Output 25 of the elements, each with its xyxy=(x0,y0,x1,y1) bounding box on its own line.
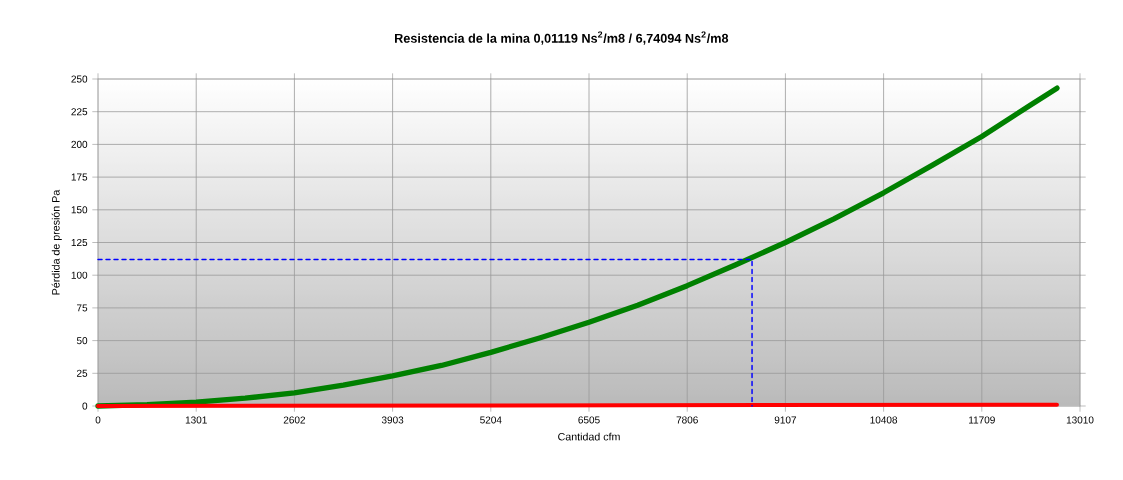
x-tick-label: 11709 xyxy=(969,416,995,424)
x-axis-title: Cantidad cfm xyxy=(558,432,620,441)
y-tick-label: 200 xyxy=(71,140,88,148)
x-tick-label: 10408 xyxy=(870,416,898,424)
x-tick-label: 7806 xyxy=(676,416,698,424)
y-tick-label: 150 xyxy=(71,206,88,214)
x-tick-label: 5204 xyxy=(480,416,502,424)
chart-title: Resistencia de la mina 0,01119 Ns$^{2}$/m8 / 6,74094 Ns$^{2}$/m8 xyxy=(395,31,729,45)
y-tick-label: 75 xyxy=(77,304,88,312)
x-tick-label: 9107 xyxy=(774,416,797,424)
y-tick-label: 125 xyxy=(71,238,88,247)
x-tick-label: 13010 xyxy=(1066,416,1094,424)
y-axis-title: Pérdida de presión Pa xyxy=(51,189,62,295)
y-tick-label: 50 xyxy=(76,337,88,345)
y-tick-label: 0 xyxy=(82,402,88,410)
x-tick-label: 0 xyxy=(95,416,101,424)
y-tick-label: 25 xyxy=(76,369,88,377)
y-tick-label: 175 xyxy=(71,173,88,181)
x-tick-label: 1301 xyxy=(185,416,207,424)
y-tick-label: 250 xyxy=(71,75,88,83)
x-tick-label: 3903 xyxy=(381,416,404,424)
y-tick-label: 100 xyxy=(71,271,88,279)
x-tick-label: 2602 xyxy=(283,416,306,424)
x-tick-label: 6505 xyxy=(578,416,600,424)
y-tick-label: 225 xyxy=(71,108,88,116)
